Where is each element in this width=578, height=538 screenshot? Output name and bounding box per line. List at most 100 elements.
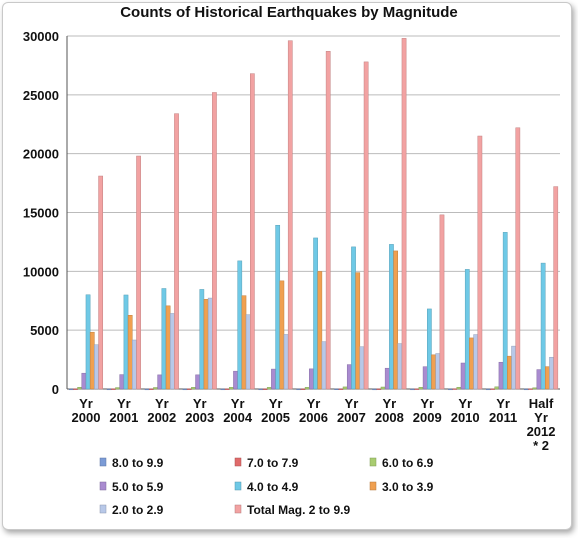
bar <box>427 308 432 390</box>
bar <box>540 262 546 390</box>
bar <box>233 370 238 390</box>
x-tick-label: Yr <box>231 396 245 411</box>
x-tick-label: Half <box>529 396 554 411</box>
bar <box>296 388 302 391</box>
x-tick-label: 2007 <box>337 410 366 425</box>
bar <box>338 388 344 390</box>
bar <box>283 334 289 390</box>
bar <box>389 244 394 390</box>
x-tick-label: 2011 <box>489 410 517 425</box>
bar <box>460 362 466 390</box>
x-tick-label: 2006 <box>299 410 328 425</box>
bar <box>300 388 306 390</box>
bar <box>262 388 268 390</box>
bar <box>452 388 458 390</box>
bar <box>321 341 327 390</box>
legend-label: 5.0 to 5.9 <box>112 480 164 494</box>
x-tick-label: Yr <box>155 396 169 411</box>
bar <box>439 214 445 390</box>
x-tick-label: 2005 <box>261 410 290 425</box>
x-tick-label: Yr <box>269 396 283 411</box>
y-tick-label: 25000 <box>23 88 59 103</box>
bar <box>309 368 314 390</box>
bar <box>161 288 167 390</box>
legend-label: Total Mag. 2 to 9.9 <box>247 503 350 517</box>
bar <box>157 374 163 390</box>
bar <box>523 388 529 391</box>
bar <box>393 250 398 390</box>
bar <box>380 386 386 390</box>
bar <box>422 366 428 390</box>
bar <box>431 354 436 390</box>
x-tick-label: * 2 <box>533 438 549 453</box>
bar <box>119 374 125 390</box>
legend-swatch <box>234 457 242 467</box>
bar <box>435 353 441 390</box>
bar <box>241 295 247 390</box>
bar <box>410 388 415 391</box>
bar <box>207 297 213 390</box>
bar <box>287 40 293 390</box>
bar <box>271 368 276 390</box>
x-tick-label: 2004 <box>223 410 253 425</box>
legend-swatch <box>99 457 107 467</box>
bar <box>355 272 361 390</box>
bar <box>98 175 104 390</box>
legend-swatch <box>369 481 377 491</box>
x-tick-label: 2008 <box>375 410 404 425</box>
bar <box>528 388 533 390</box>
x-tick-label: Yr <box>420 396 434 411</box>
bar <box>490 388 495 390</box>
x-tick-label: Yr <box>193 396 207 411</box>
bar <box>456 386 462 390</box>
bar <box>191 387 196 390</box>
x-tick-label: 2002 <box>147 410 176 425</box>
bar <box>81 372 87 390</box>
bar <box>174 113 179 390</box>
bar <box>229 387 234 390</box>
bar <box>203 299 209 390</box>
bar <box>148 388 154 390</box>
bar <box>494 386 500 390</box>
bar <box>250 73 255 390</box>
bar <box>507 355 512 390</box>
bar <box>275 224 281 390</box>
bar <box>73 388 78 390</box>
x-tick-label: Yr <box>382 396 396 411</box>
bar <box>165 305 171 390</box>
bar <box>127 315 133 390</box>
legend-swatch <box>99 481 107 491</box>
bar <box>85 294 91 390</box>
bar <box>384 367 390 390</box>
bar <box>266 387 272 390</box>
bar <box>544 366 550 390</box>
bar <box>549 356 554 390</box>
bar <box>363 61 369 390</box>
bar <box>195 374 200 390</box>
legend-swatch <box>234 504 242 514</box>
x-tick-label: 2001 <box>109 410 138 425</box>
bar <box>245 314 251 390</box>
legend-swatch <box>234 481 242 491</box>
y-tick-label: 20000 <box>23 147 59 162</box>
bar <box>372 388 377 391</box>
bar <box>376 388 382 390</box>
bar <box>359 346 365 390</box>
bar <box>325 51 331 390</box>
bar <box>346 364 352 390</box>
bar <box>473 334 479 390</box>
x-tick-label: Yr <box>458 396 472 411</box>
y-tick-label: 30000 <box>23 29 59 44</box>
bar <box>486 388 491 391</box>
bar <box>414 388 420 390</box>
bar <box>132 339 137 390</box>
bar <box>313 237 318 390</box>
legend-swatch <box>369 457 377 467</box>
chart-frame <box>2 2 572 530</box>
bar <box>169 313 175 390</box>
bar <box>532 387 538 390</box>
bar <box>553 186 559 390</box>
x-tick-label: 2009 <box>413 410 442 425</box>
bar <box>123 294 129 390</box>
bar <box>502 232 508 390</box>
